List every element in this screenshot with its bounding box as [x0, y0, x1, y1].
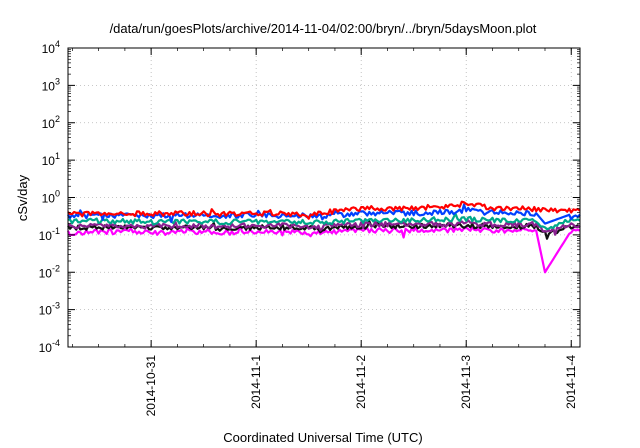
y-tick-base: 10	[42, 79, 56, 93]
y-tick-label: 10-1	[39, 226, 60, 243]
y-tick-base: 10	[42, 117, 56, 131]
y-tick-label: 104	[42, 39, 60, 56]
y-tick-base: 10	[39, 229, 53, 243]
x-axis-title: Coordinated Universal Time (UTC)	[223, 430, 422, 445]
y-tick-base: 10	[42, 192, 56, 206]
y-tick-label: 10-4	[39, 338, 60, 355]
y-tick-base: 10	[39, 341, 53, 355]
chart-title: /data/run/goesPlots/archive/2014-11-04/0…	[110, 21, 537, 36]
x-tick-label: 2014-11-2	[354, 355, 368, 409]
series-line	[67, 200, 581, 220]
series-line	[67, 203, 581, 225]
series-layer	[67, 200, 581, 274]
y-tick-exponent: 4	[55, 39, 60, 49]
grid	[68, 48, 580, 347]
y-tick-exponent: 3	[55, 76, 60, 86]
y-tick-exponent: -3	[52, 301, 60, 311]
y-tick-label: 101	[42, 151, 60, 168]
x-tick-label: 2014-11-1	[249, 355, 263, 409]
y-tick-exponent: 1	[55, 151, 60, 161]
series-line	[67, 212, 581, 231]
y-tick-exponent: 0	[55, 189, 60, 199]
y-axis-title: cSv/day	[15, 174, 30, 221]
y-tick-exponent: -2	[52, 263, 60, 273]
series-line	[67, 225, 581, 274]
y-tick-label: 100	[42, 189, 60, 206]
x-tick-label: 2014-11-3	[459, 355, 473, 409]
y-tick-base: 10	[42, 42, 56, 56]
y-tick-base: 10	[39, 266, 53, 280]
y-tick-base: 10	[42, 154, 56, 168]
y-tick-label: 103	[42, 76, 60, 93]
y-tick-label: 10-2	[39, 263, 60, 280]
x-tick-label: 2014-11-4	[564, 355, 578, 409]
y-tick-exponent: -1	[52, 226, 60, 236]
y-tick-label: 102	[42, 114, 60, 131]
x-axis: 2014-10-31 2014-11-1 2014-11-2 2014-11-3 201…	[72, 48, 578, 416]
x-tick-label: 2014-10-31	[144, 355, 158, 417]
y-tick-base: 10	[39, 304, 53, 318]
y-tick-exponent: 2	[55, 114, 60, 124]
y-tick-exponent: -4	[52, 338, 60, 348]
y-tick-label: 10-3	[39, 301, 60, 318]
